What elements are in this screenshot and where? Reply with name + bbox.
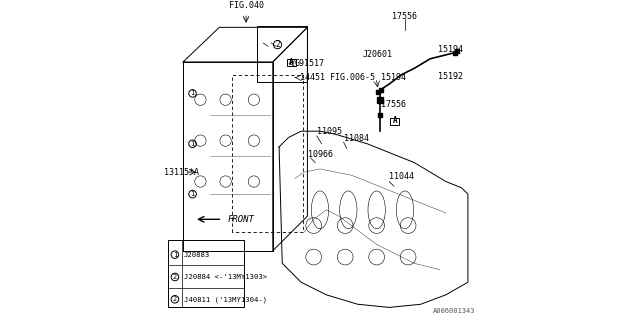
Text: 2: 2 — [173, 296, 177, 302]
Text: 17556: 17556 — [392, 12, 417, 21]
Bar — [390, 117, 399, 124]
Text: 11044: 11044 — [389, 172, 414, 181]
Text: 1: 1 — [191, 191, 195, 197]
Text: 11084: 11084 — [344, 134, 369, 143]
Text: FIG.040: FIG.040 — [228, 1, 264, 10]
Text: 15192: 15192 — [438, 72, 463, 81]
Text: 14451 FIG.006-5: 14451 FIG.006-5 — [300, 73, 374, 82]
Text: 2: 2 — [275, 40, 280, 49]
Text: 1: 1 — [173, 252, 177, 258]
Bar — [168, 240, 244, 308]
Bar — [287, 59, 296, 66]
Text: J40811 ('13MY1304-): J40811 ('13MY1304-) — [184, 296, 267, 302]
Text: 10966: 10966 — [308, 150, 333, 159]
Text: 15194: 15194 — [381, 73, 406, 82]
Text: 1: 1 — [191, 141, 195, 147]
Text: 15194: 15194 — [438, 45, 463, 54]
Text: G91517: G91517 — [294, 59, 324, 68]
Text: A: A — [392, 116, 397, 125]
Text: J20883: J20883 — [184, 252, 211, 258]
Text: A: A — [289, 59, 294, 65]
Text: 17556: 17556 — [381, 100, 406, 109]
Text: 1: 1 — [191, 91, 195, 96]
Text: 11095: 11095 — [317, 127, 342, 136]
Text: A: A — [289, 58, 294, 67]
Text: A006001343: A006001343 — [433, 308, 476, 314]
Text: 2: 2 — [173, 274, 177, 280]
Text: FRONT: FRONT — [227, 215, 254, 224]
Text: J20601: J20601 — [362, 50, 392, 59]
Text: 13115*A: 13115*A — [164, 168, 199, 177]
Text: J20884 <-'13MY1303>: J20884 <-'13MY1303> — [184, 274, 267, 280]
